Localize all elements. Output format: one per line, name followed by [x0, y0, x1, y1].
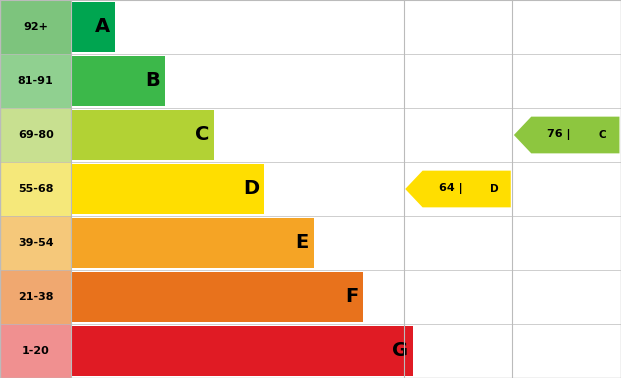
Text: G: G [392, 341, 408, 361]
Bar [71, 270, 621, 324]
Bar [71, 164, 264, 214]
Bar [0, 0, 71, 54]
Bar [71, 216, 621, 270]
Bar [71, 162, 621, 216]
Text: 64 |: 64 | [438, 183, 463, 195]
Text: 76 |: 76 | [548, 130, 571, 141]
Text: E: E [296, 234, 309, 253]
Bar [71, 218, 314, 268]
Bar [0, 324, 71, 378]
Bar [71, 108, 621, 162]
Bar [71, 0, 621, 54]
Text: D: D [490, 184, 498, 194]
Bar [0, 162, 71, 216]
Bar [0, 54, 71, 108]
Text: 55-68: 55-68 [18, 184, 53, 194]
Text: 92+: 92+ [23, 22, 48, 32]
Text: C: C [599, 130, 607, 140]
Text: A: A [95, 17, 110, 37]
Text: F: F [345, 288, 358, 307]
Text: B: B [145, 71, 160, 90]
Text: D: D [243, 180, 259, 198]
Bar [71, 272, 363, 322]
Bar [71, 2, 115, 52]
Text: 21-38: 21-38 [18, 292, 53, 302]
Bar [71, 54, 621, 108]
Text: C: C [195, 125, 209, 144]
Polygon shape [514, 117, 619, 153]
Polygon shape [406, 170, 510, 208]
Bar [0, 270, 71, 324]
Text: 39-54: 39-54 [18, 238, 53, 248]
Bar [71, 110, 214, 160]
Bar [71, 326, 413, 376]
Text: 69-80: 69-80 [18, 130, 53, 140]
Text: 1-20: 1-20 [22, 346, 50, 356]
Bar [0, 216, 71, 270]
Text: 81-91: 81-91 [18, 76, 53, 86]
Bar [71, 324, 621, 378]
Bar [71, 56, 165, 106]
Bar [0, 108, 71, 162]
